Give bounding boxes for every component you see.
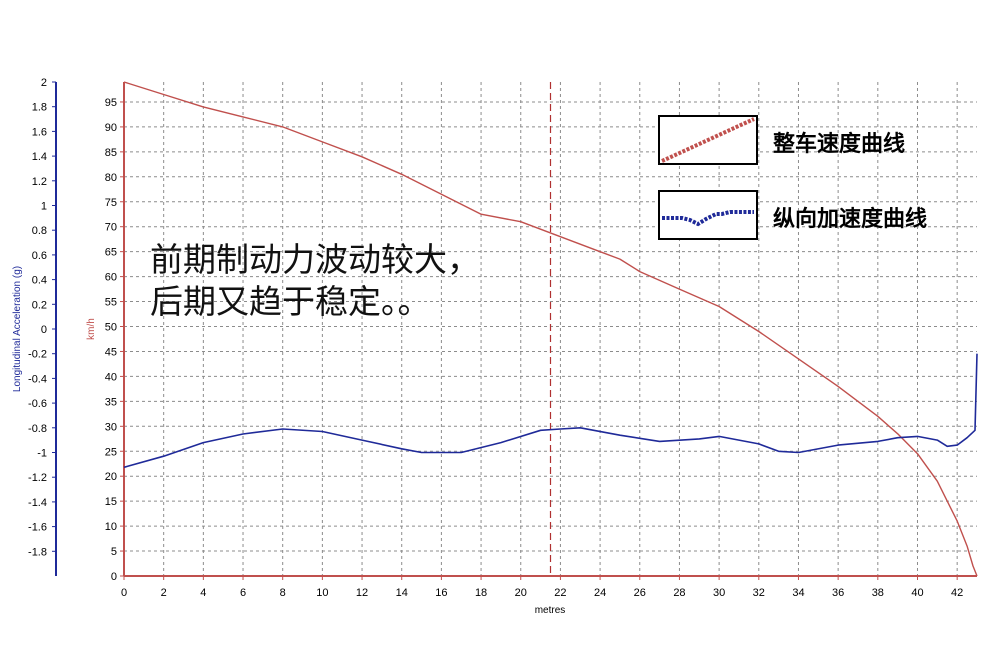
x-tick-label: 36 <box>832 587 844 599</box>
legend-label-accel: 纵向加速度曲线 <box>773 201 927 233</box>
x-tick-label: 10 <box>316 587 328 599</box>
accel-tick-label: 0.8 <box>32 225 47 237</box>
speed-tick-label: 10 <box>105 521 117 533</box>
accel-tick-label: -0.8 <box>28 423 47 435</box>
x-tick-label: 14 <box>396 587 408 599</box>
speed-tick-label: 30 <box>105 421 117 433</box>
accel-tick-label: -1 <box>37 448 47 460</box>
accel-tick-label: -1.4 <box>28 497 47 509</box>
accel-tick-label: -0.6 <box>28 398 47 410</box>
speed-tick-label: 15 <box>105 496 117 508</box>
accel-tick-label: 1.6 <box>32 126 47 138</box>
speed-tick-label: 20 <box>105 471 117 483</box>
x-axis: 0 2 4 6 8 10 12 14 16 18 20 22 24 26 28 30 32 34 36 38 40 42 <box>121 576 963 599</box>
speed-tick-label: 75 <box>105 197 117 209</box>
x-tick-label: 22 <box>554 587 566 599</box>
x-tick-label: 6 <box>240 587 246 599</box>
x-tick-label: 26 <box>634 587 646 599</box>
legend-label-speed: 整车速度曲线 <box>773 126 905 158</box>
y-axis-label-left: Longitudinal Acceleration (g) <box>12 266 23 392</box>
accel-tick-label: 0.2 <box>32 299 47 311</box>
speed-tick-label: 65 <box>105 247 117 259</box>
accel-tick-label: -0.2 <box>28 349 47 361</box>
speed-tick-label: 80 <box>105 172 117 184</box>
y-axis-label-right: km/h <box>86 318 97 340</box>
x-tick-label: 24 <box>594 587 606 599</box>
accel-tick-label: -1.8 <box>28 546 47 558</box>
x-tick-label: 30 <box>713 587 725 599</box>
accel-legend-icon <box>658 190 758 240</box>
speed-tick-label: 0 <box>111 571 117 583</box>
accel-tick-label: 1 <box>41 201 47 213</box>
x-tick-label: 16 <box>435 587 447 599</box>
x-tick-label: 8 <box>280 587 286 599</box>
left-axis: 2 1.8 1.6 1.4 1.2 1 0.8 0.6 0.4 0.2 0 -0.2 -0.4 -0.6 -… <box>28 77 56 576</box>
accel-tick-label: 1.4 <box>32 151 47 163</box>
speed-tick-label: 95 <box>105 97 117 109</box>
x-tick-label: 34 <box>792 587 804 599</box>
x-axis-label: metres <box>535 605 566 616</box>
x-tick-label: 32 <box>753 587 765 599</box>
speed-tick-label: 5 <box>111 546 117 558</box>
speed-legend-icon <box>658 115 758 165</box>
speed-tick-label: 55 <box>105 297 117 309</box>
speed-tick-label: 50 <box>105 322 117 334</box>
x-tick-label: 28 <box>673 587 685 599</box>
speed-tick-label: 60 <box>105 272 117 284</box>
accel-tick-label: 1.8 <box>32 102 47 114</box>
speed-tick-label: 25 <box>105 446 117 458</box>
speed-tick-label: 40 <box>105 371 117 383</box>
annotation-line-1: 前期制动力波动较大， <box>150 243 480 276</box>
accel-tick-label: 0.4 <box>32 275 47 287</box>
x-tick-label: 2 <box>161 587 167 599</box>
x-tick-label: 12 <box>356 587 368 599</box>
x-tick-label: 0 <box>121 587 127 599</box>
accel-tick-label: 0.6 <box>32 250 47 262</box>
x-tick-label: 40 <box>911 587 923 599</box>
x-tick-label: 38 <box>872 587 884 599</box>
speed-tick-label: 90 <box>105 122 117 134</box>
speed-tick-label: 35 <box>105 396 117 408</box>
accel-tick-label: 0 <box>41 324 47 336</box>
accel-tick-label: -1.6 <box>28 522 47 534</box>
accel-tick-label: 1.2 <box>32 176 47 188</box>
x-tick-label: 4 <box>200 587 206 599</box>
x-tick-label: 18 <box>475 587 487 599</box>
annotation-line-2: 后期又趋于稳定。。 <box>150 285 431 318</box>
x-tick-label: 20 <box>515 587 527 599</box>
speed-tick-label: 45 <box>105 346 117 358</box>
speed-tick-label: 70 <box>105 222 117 234</box>
x-tick-label: 42 <box>951 587 963 599</box>
accel-tick-label: -1.2 <box>28 472 47 484</box>
accel-tick-label: -0.4 <box>28 373 47 385</box>
speed-tick-label: 85 <box>105 147 117 159</box>
accel-tick-label: 2 <box>41 77 47 89</box>
